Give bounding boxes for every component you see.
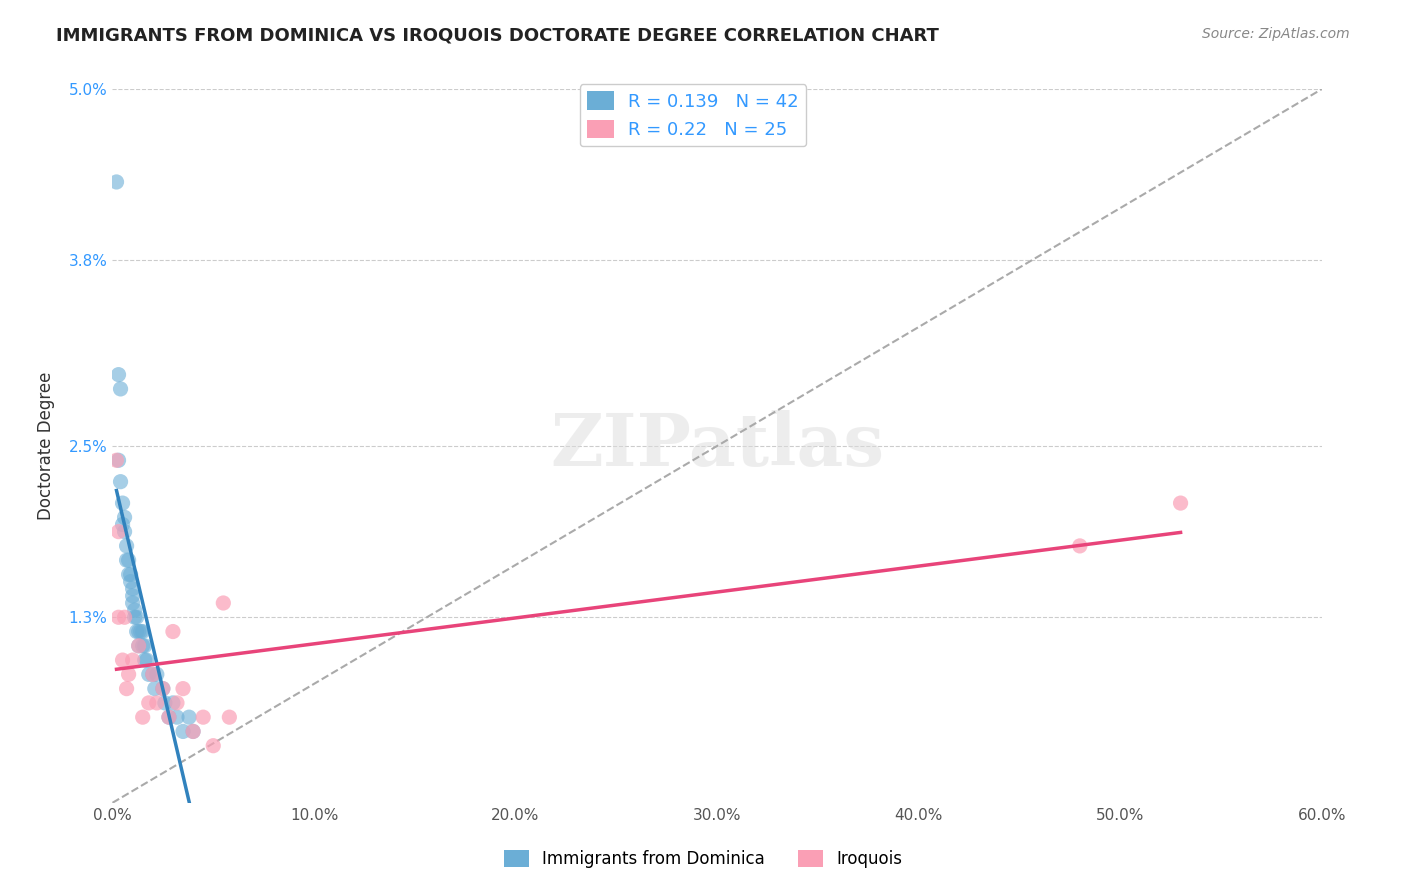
Point <box>172 724 194 739</box>
Text: ZIPatlas: ZIPatlas <box>550 410 884 482</box>
Point <box>111 653 134 667</box>
Point <box>166 710 188 724</box>
Point <box>177 710 200 724</box>
Point <box>114 510 136 524</box>
Point <box>117 553 139 567</box>
Point <box>162 624 184 639</box>
Point <box>110 475 132 489</box>
Point <box>124 603 146 617</box>
Point <box>105 453 128 467</box>
Point <box>172 681 194 696</box>
Point <box>107 610 129 624</box>
Point <box>117 667 139 681</box>
Point <box>125 610 148 624</box>
Point <box>146 696 169 710</box>
Point <box>152 681 174 696</box>
Point <box>166 696 188 710</box>
Point <box>143 681 166 696</box>
Y-axis label: Doctorate Degree: Doctorate Degree <box>37 372 55 520</box>
Point <box>121 653 143 667</box>
Point <box>212 596 235 610</box>
Point <box>117 567 139 582</box>
Legend: Immigrants from Dominica, Iroquois: Immigrants from Dominica, Iroquois <box>496 843 910 875</box>
Point <box>111 517 134 532</box>
Point <box>120 567 142 582</box>
Point <box>124 610 146 624</box>
Point <box>135 653 157 667</box>
Point <box>115 539 138 553</box>
Point <box>134 639 156 653</box>
Point <box>111 496 134 510</box>
Text: Source: ZipAtlas.com: Source: ZipAtlas.com <box>1202 27 1350 41</box>
Point <box>1069 539 1091 553</box>
Point <box>128 639 150 653</box>
Point <box>138 667 160 681</box>
Text: IMMIGRANTS FROM DOMINICA VS IROQUOIS DOCTORATE DEGREE CORRELATION CHART: IMMIGRANTS FROM DOMINICA VS IROQUOIS DOC… <box>56 27 939 45</box>
Point <box>138 696 160 710</box>
Point <box>107 453 129 467</box>
Point <box>129 624 152 639</box>
Point <box>105 175 128 189</box>
Point <box>153 696 176 710</box>
Point <box>120 574 142 589</box>
Point <box>107 524 129 539</box>
Point <box>218 710 240 724</box>
Point <box>202 739 225 753</box>
Point <box>110 382 132 396</box>
Point <box>121 589 143 603</box>
Point <box>132 710 155 724</box>
Point <box>181 724 204 739</box>
Point <box>125 624 148 639</box>
Point <box>107 368 129 382</box>
Point <box>115 553 138 567</box>
Point <box>121 582 143 596</box>
Point <box>157 710 180 724</box>
Point <box>132 624 155 639</box>
Point <box>146 667 169 681</box>
Point <box>157 710 180 724</box>
Point <box>114 610 136 624</box>
Point <box>128 624 150 639</box>
Point <box>128 639 150 653</box>
Point <box>134 653 156 667</box>
Point <box>1170 496 1192 510</box>
Point <box>162 696 184 710</box>
Point <box>142 667 165 681</box>
Point <box>121 596 143 610</box>
Point <box>132 639 155 653</box>
Point <box>191 710 214 724</box>
Point <box>181 724 204 739</box>
Point <box>115 681 138 696</box>
Point <box>114 524 136 539</box>
Point <box>152 681 174 696</box>
Legend: R = 0.139   N = 42, R = 0.22   N = 25: R = 0.139 N = 42, R = 0.22 N = 25 <box>579 84 806 146</box>
Point <box>142 667 165 681</box>
